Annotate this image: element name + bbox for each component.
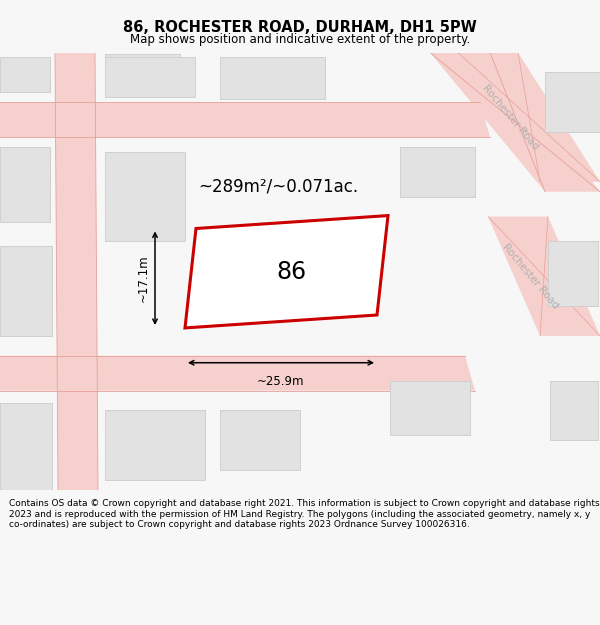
Bar xyxy=(0,246,52,336)
Text: Rochester Road: Rochester Road xyxy=(480,82,540,151)
Bar xyxy=(105,59,155,84)
Polygon shape xyxy=(55,52,98,490)
Bar xyxy=(548,241,598,306)
Polygon shape xyxy=(430,52,600,192)
Bar xyxy=(545,72,600,132)
Bar xyxy=(220,411,300,470)
Polygon shape xyxy=(458,52,600,182)
Bar xyxy=(105,152,185,241)
Text: Rochester Road: Rochester Road xyxy=(500,242,560,311)
Text: Map shows position and indicative extent of the property.: Map shows position and indicative extent… xyxy=(130,34,470,46)
Bar xyxy=(0,147,50,221)
Bar xyxy=(248,229,348,303)
Bar xyxy=(105,58,195,98)
Polygon shape xyxy=(0,102,490,137)
Bar xyxy=(105,54,180,92)
Text: Contains OS data © Crown copyright and database right 2021. This information is : Contains OS data © Crown copyright and d… xyxy=(9,499,599,529)
Text: ~25.9m: ~25.9m xyxy=(257,374,305,388)
Bar xyxy=(400,147,475,197)
Polygon shape xyxy=(0,356,475,391)
Polygon shape xyxy=(488,216,600,336)
Text: 86: 86 xyxy=(277,260,307,284)
Bar xyxy=(105,411,205,480)
Bar xyxy=(0,402,52,490)
Bar xyxy=(220,58,325,99)
Bar xyxy=(390,381,470,435)
Text: 86, ROCHESTER ROAD, DURHAM, DH1 5PW: 86, ROCHESTER ROAD, DURHAM, DH1 5PW xyxy=(123,21,477,36)
Bar xyxy=(0,58,50,92)
Polygon shape xyxy=(185,216,388,328)
Text: ~17.1m: ~17.1m xyxy=(137,254,150,302)
Bar xyxy=(550,381,598,440)
Text: ~289m²/~0.071ac.: ~289m²/~0.071ac. xyxy=(198,177,358,196)
